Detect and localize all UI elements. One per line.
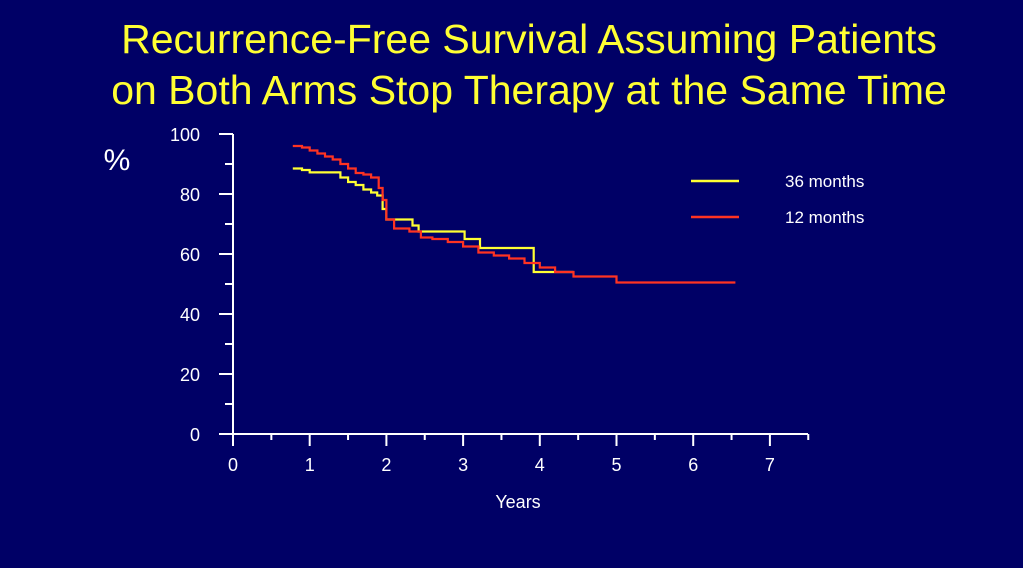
legend-label: 36 months	[785, 172, 864, 191]
y-ticks: 0 20 40 60 80 100	[170, 125, 233, 445]
y-tick-label: 40	[180, 305, 200, 325]
title-line-1: Recurrence-Free Survival Assuming Patien…	[121, 16, 937, 62]
y-tick-label: 0	[190, 425, 200, 445]
x-tick-label: 5	[611, 455, 621, 475]
slide-title: Recurrence-Free Survival Assuming Patien…	[0, 14, 1023, 116]
title-line-2: on Both Arms Stop Therapy at the Same Ti…	[111, 67, 947, 113]
x-tick-label: 0	[228, 455, 238, 475]
x-ticks: 0 1 2 3 4 5 6 7	[228, 434, 810, 475]
y-tick-label: 100	[170, 125, 200, 145]
x-tick-label: 7	[765, 455, 775, 475]
x-tick-label: 1	[305, 455, 315, 475]
series-line-red	[292, 144, 736, 284]
y-axis-label: %	[104, 144, 131, 177]
legend-label: 12 months	[785, 208, 864, 227]
x-tick-label: 6	[688, 455, 698, 475]
x-tick-label: 3	[458, 455, 468, 475]
x-tick-label: 2	[381, 455, 391, 475]
y-tick-label: 20	[180, 365, 200, 385]
x-axis-label: Years	[495, 492, 540, 512]
y-tick-label: 60	[180, 245, 200, 265]
x-tick-label: 4	[535, 455, 545, 475]
y-tick-label: 80	[180, 185, 200, 205]
legend: 36 months 12 months	[691, 172, 864, 227]
series-line-yellow	[292, 167, 574, 274]
series-group	[292, 144, 736, 284]
